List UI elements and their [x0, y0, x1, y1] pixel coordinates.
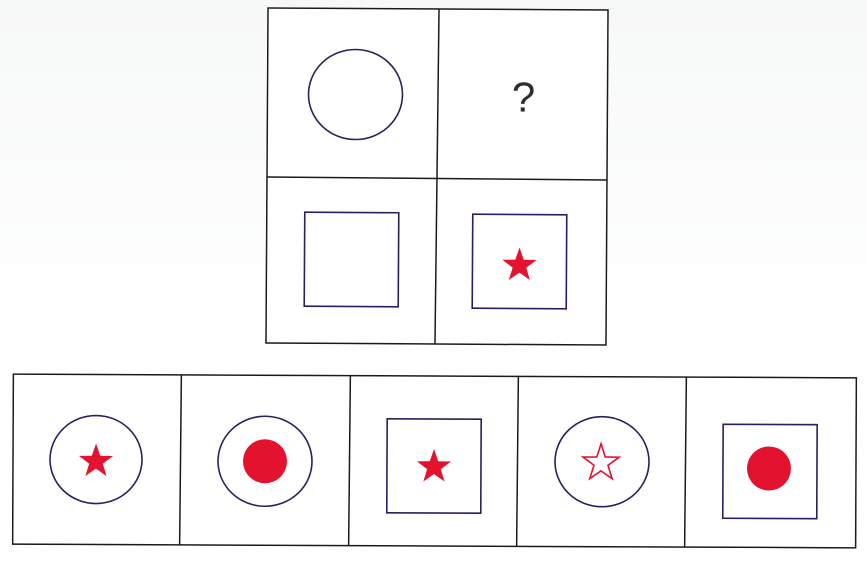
option-divider — [347, 375, 352, 546]
filled-dot-icon — [746, 446, 791, 491]
square-shape — [303, 211, 400, 308]
matrix-cell-bottom-left — [303, 211, 400, 308]
filled-dot-icon — [242, 439, 287, 484]
option-4[interactable] — [519, 377, 686, 546]
matrix-grid: ? — [265, 7, 609, 346]
square-shape — [385, 417, 482, 515]
option-5[interactable] — [687, 378, 856, 547]
options-strip — [11, 373, 858, 549]
puzzle-matrix: ? — [265, 7, 609, 346]
matrix-cell-top-left — [307, 48, 404, 141]
option-divider — [515, 376, 520, 547]
option-divider — [683, 377, 688, 548]
square-shape — [721, 423, 818, 520]
square-shape — [471, 213, 568, 310]
matrix-divider-horizontal — [266, 176, 607, 181]
filled-star-icon — [78, 443, 114, 477]
option-2[interactable] — [182, 376, 349, 545]
question-mark: ? — [512, 73, 536, 120]
option-1[interactable] — [14, 375, 181, 544]
option-divider — [178, 374, 183, 545]
answer-options — [11, 373, 858, 549]
filled-star-icon — [416, 448, 452, 482]
circle-shape — [554, 415, 650, 508]
outline-star-icon — [580, 441, 622, 481]
matrix-cell-bottom-right — [471, 213, 568, 310]
circle-shape — [307, 48, 404, 141]
filled-star-icon — [502, 247, 537, 281]
matrix-cell-top-right: ? — [512, 73, 536, 120]
circle-shape — [217, 415, 313, 508]
option-3[interactable] — [351, 377, 518, 546]
matrix-divider-vertical — [434, 9, 440, 344]
circle-shape — [49, 414, 143, 505]
